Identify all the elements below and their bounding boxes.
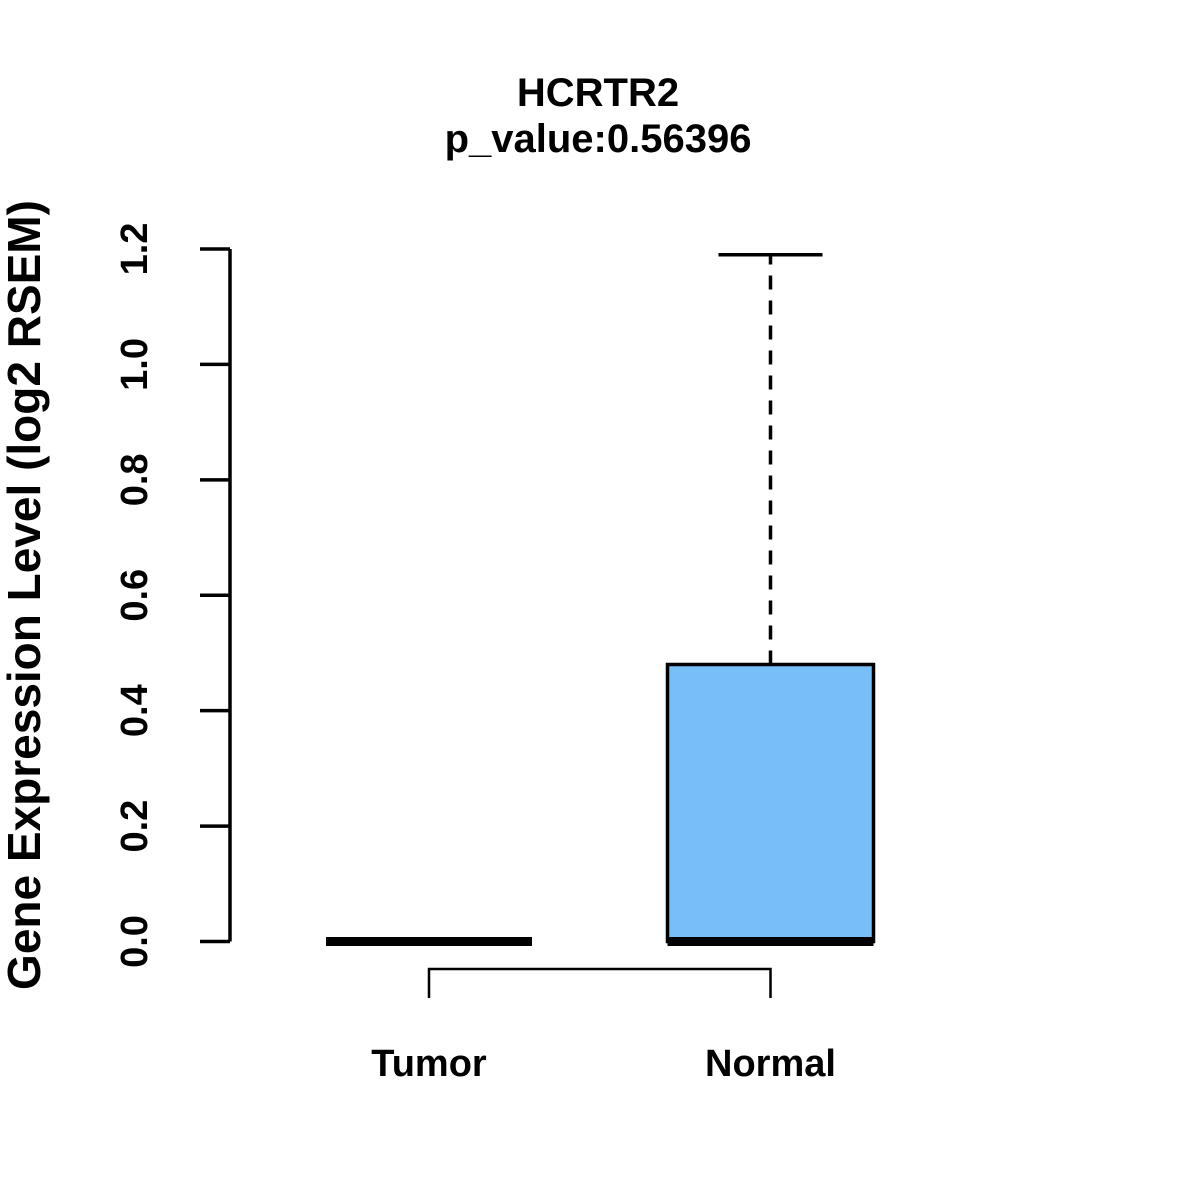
chart-subtitle: p_value:0.56396 — [445, 117, 752, 161]
y-axis-label: Gene Expression Level (log2 RSEM) — [0, 200, 50, 990]
y-tick-label: 1.0 — [114, 338, 156, 391]
x-tick-label-tumor: Tumor — [371, 1043, 487, 1085]
y-tick-label: 0.0 — [114, 915, 156, 968]
y-tick-label: 0.8 — [114, 453, 156, 506]
comparison-bracket — [427, 967, 772, 998]
x-tick-label-normal: Normal — [705, 1043, 836, 1085]
box-normal — [665, 662, 876, 944]
y-tick-label: 0.2 — [114, 800, 156, 853]
plot-area: 0.0 0.2 0.4 0.6 0.8 1.0 1.2 Tumor Normal — [114, 223, 876, 1085]
y-tick-label: 0.4 — [114, 684, 156, 737]
y-tick-label: 1.2 — [114, 223, 156, 276]
y-tick-label: 0.6 — [114, 569, 156, 622]
chart-title: HCRTR2 — [517, 71, 679, 115]
